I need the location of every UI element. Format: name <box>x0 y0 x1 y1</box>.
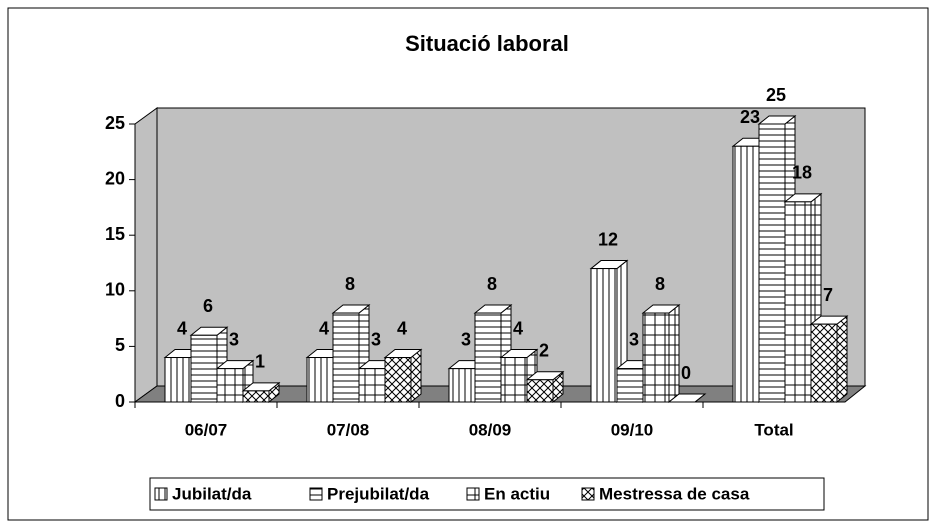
bar <box>216 368 244 403</box>
legend-swatch <box>154 487 168 501</box>
bar-side <box>836 315 848 404</box>
data-label: 4 <box>513 318 523 338</box>
data-label: 4 <box>319 318 329 338</box>
chart-title: Situació laboral <box>405 31 569 56</box>
legend-swatch <box>466 487 480 501</box>
legend-label: Jubilat/da <box>172 484 252 503</box>
x-tick-label: 07/08 <box>327 420 370 439</box>
data-label: 25 <box>766 85 786 105</box>
data-label: 1 <box>255 352 265 372</box>
bar-top <box>667 393 707 403</box>
legend <box>149 477 825 511</box>
bar <box>384 357 412 403</box>
legend-label: En actiu <box>484 484 550 503</box>
data-label: 2 <box>539 341 549 361</box>
bar <box>758 123 786 403</box>
bar <box>642 312 670 403</box>
bar <box>332 312 360 403</box>
bar <box>190 334 218 403</box>
x-tick-label: Total <box>754 420 793 439</box>
y-tick-label: 0 <box>115 391 125 411</box>
data-label: 0 <box>681 363 691 383</box>
legend-label: Mestressa de casa <box>599 484 750 503</box>
bar <box>448 368 476 403</box>
data-label: 7 <box>823 285 833 305</box>
side-wall <box>134 107 158 403</box>
data-label: 4 <box>397 318 407 338</box>
data-label: 3 <box>371 329 381 349</box>
data-label: 8 <box>345 274 355 294</box>
bar-side <box>668 303 680 404</box>
data-label: 18 <box>792 163 812 183</box>
x-tick-label: 06/07 <box>185 420 228 439</box>
y-tick-label: 20 <box>105 168 125 188</box>
bar <box>358 368 386 403</box>
data-label: 3 <box>229 329 239 349</box>
bar <box>616 368 644 403</box>
bar <box>500 357 528 403</box>
data-label: 4 <box>177 318 187 338</box>
bar <box>474 312 502 403</box>
y-tick-label: 25 <box>105 113 125 133</box>
data-label: 12 <box>598 229 618 249</box>
bar <box>526 379 554 403</box>
bar <box>164 357 192 403</box>
data-label: 3 <box>461 329 471 349</box>
x-tick-label: 08/09 <box>469 420 512 439</box>
bar <box>732 145 760 403</box>
data-label: 8 <box>487 274 497 294</box>
bar <box>784 201 812 403</box>
x-tick-label: 09/10 <box>611 420 654 439</box>
y-tick-label: 10 <box>105 280 125 300</box>
data-label: 6 <box>203 296 213 316</box>
bar <box>590 268 618 403</box>
data-label: 23 <box>740 107 760 127</box>
legend-swatch <box>581 487 595 501</box>
bar <box>242 390 270 403</box>
legend-swatch <box>309 487 323 501</box>
y-tick-label: 15 <box>105 224 125 244</box>
y-tick-label: 5 <box>115 335 125 355</box>
data-label: 8 <box>655 274 665 294</box>
bar <box>306 357 334 403</box>
data-label: 3 <box>629 329 639 349</box>
bar <box>810 323 838 403</box>
bar-side <box>410 348 422 404</box>
legend-label: Prejubilat/da <box>327 484 430 503</box>
